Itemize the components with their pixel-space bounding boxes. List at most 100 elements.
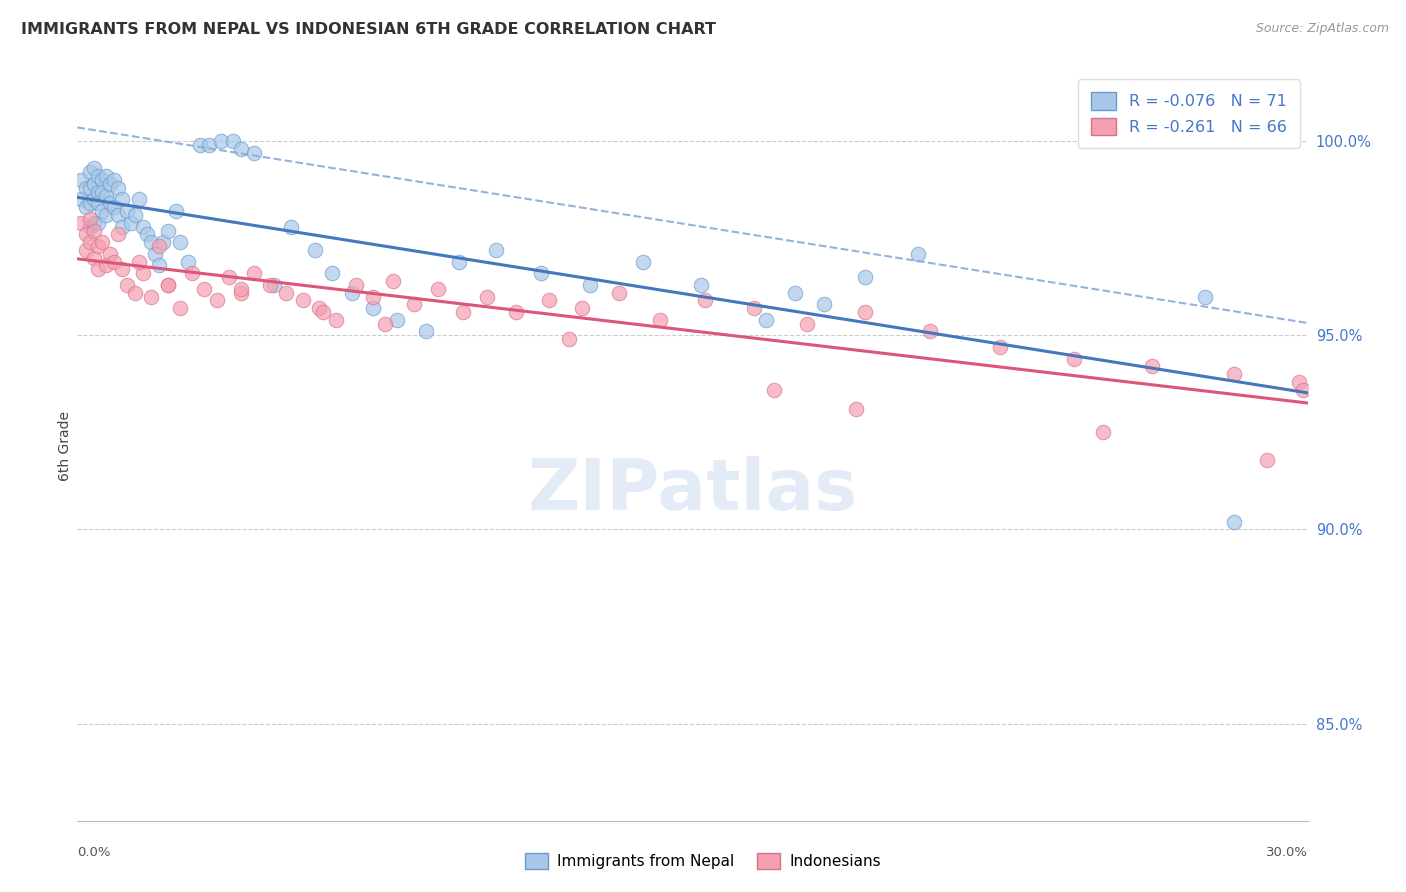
Point xyxy=(304,243,326,257)
Legend: Immigrants from Nepal, Indonesians: Immigrants from Nepal, Indonesians xyxy=(519,847,887,875)
Point xyxy=(83,193,105,207)
Point xyxy=(156,277,179,292)
Text: 0.0%: 0.0% xyxy=(77,846,111,859)
Point xyxy=(415,325,437,339)
Point xyxy=(70,193,93,207)
Point xyxy=(312,305,335,319)
Point xyxy=(633,254,655,268)
Point xyxy=(530,266,553,280)
Point xyxy=(231,282,253,296)
Point xyxy=(90,235,114,250)
Legend: R = -0.076   N = 71, R = -0.261   N = 66: R = -0.076 N = 71, R = -0.261 N = 66 xyxy=(1078,79,1299,148)
Point xyxy=(361,301,384,315)
Point xyxy=(111,219,134,234)
Point xyxy=(83,161,105,176)
Point xyxy=(132,219,155,234)
Point xyxy=(136,227,159,242)
Point xyxy=(181,266,204,280)
Point xyxy=(98,247,121,261)
Point xyxy=(813,297,835,311)
Point xyxy=(571,301,593,315)
Point xyxy=(156,223,179,237)
Point xyxy=(689,277,711,292)
Point xyxy=(132,266,155,280)
Point xyxy=(205,293,228,308)
Point xyxy=(70,173,93,187)
Point xyxy=(148,239,170,253)
Y-axis label: 6th Grade: 6th Grade xyxy=(58,411,72,481)
Point xyxy=(1256,452,1278,467)
Point xyxy=(90,173,114,187)
Point xyxy=(1194,289,1216,303)
Point xyxy=(1288,375,1310,389)
Point xyxy=(143,247,166,261)
Point xyxy=(111,193,134,207)
Text: Source: ZipAtlas.com: Source: ZipAtlas.com xyxy=(1256,22,1389,36)
Point xyxy=(1223,515,1246,529)
Point xyxy=(103,254,125,268)
Point xyxy=(87,185,110,199)
Text: ZIPatlas: ZIPatlas xyxy=(527,457,858,525)
Point xyxy=(169,235,191,250)
Point xyxy=(197,138,219,153)
Point xyxy=(325,313,347,327)
Point xyxy=(558,332,581,346)
Point xyxy=(402,297,425,311)
Point xyxy=(107,208,129,222)
Point xyxy=(79,235,101,250)
Point xyxy=(107,181,129,195)
Point xyxy=(988,340,1011,354)
Point xyxy=(845,402,868,417)
Point xyxy=(83,251,105,265)
Point xyxy=(218,270,240,285)
Point xyxy=(156,277,179,292)
Point xyxy=(344,277,367,292)
Point xyxy=(75,243,97,257)
Point xyxy=(115,204,138,219)
Point xyxy=(1292,383,1315,397)
Point xyxy=(484,243,508,257)
Point xyxy=(382,274,405,288)
Point xyxy=(259,277,281,292)
Point xyxy=(152,235,174,250)
Point xyxy=(120,216,142,230)
Point xyxy=(124,208,146,222)
Point xyxy=(79,181,101,195)
Point xyxy=(87,262,110,277)
Point xyxy=(505,305,527,319)
Point xyxy=(1063,351,1085,366)
Point xyxy=(907,247,929,261)
Point xyxy=(222,134,245,148)
Point xyxy=(853,270,876,285)
Text: IMMIGRANTS FROM NEPAL VS INDONESIAN 6TH GRADE CORRELATION CHART: IMMIGRANTS FROM NEPAL VS INDONESIAN 6TH … xyxy=(21,22,716,37)
Point xyxy=(242,145,264,160)
Point xyxy=(111,262,134,277)
Point xyxy=(451,305,474,319)
Point xyxy=(755,313,778,327)
Point xyxy=(87,169,110,184)
Point xyxy=(75,227,97,242)
Text: 30.0%: 30.0% xyxy=(1265,846,1308,859)
Point xyxy=(79,219,101,234)
Point xyxy=(340,285,363,300)
Point xyxy=(79,165,101,179)
Point xyxy=(1223,367,1246,381)
Point xyxy=(103,200,125,214)
Point xyxy=(94,169,117,184)
Point xyxy=(79,211,101,226)
Point xyxy=(607,285,630,300)
Point xyxy=(231,142,253,156)
Point xyxy=(98,196,121,211)
Point xyxy=(1140,359,1163,374)
Point xyxy=(920,325,942,339)
Point xyxy=(94,208,117,222)
Point xyxy=(477,289,499,303)
Point xyxy=(579,277,602,292)
Point xyxy=(83,223,105,237)
Point xyxy=(1091,425,1114,440)
Point xyxy=(177,254,200,268)
Point xyxy=(537,293,560,308)
Point xyxy=(169,301,191,315)
Point xyxy=(374,317,396,331)
Point xyxy=(124,285,146,300)
